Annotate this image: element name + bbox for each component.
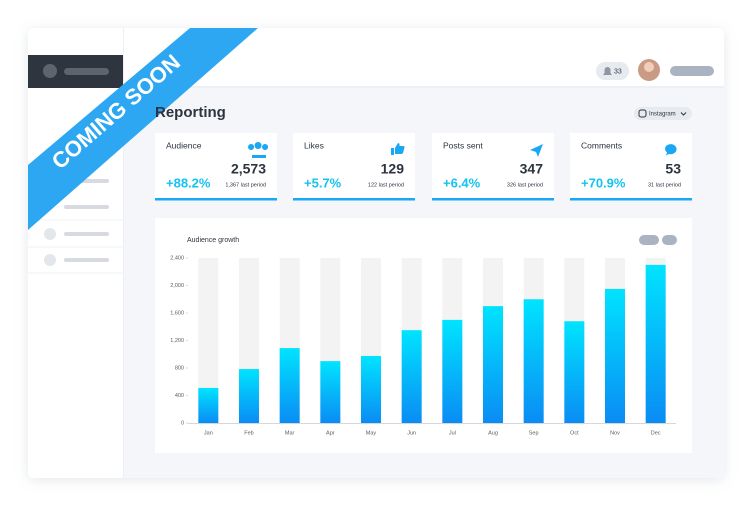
bar-track [198,258,219,423]
bar [361,355,381,423]
sidebar-items [28,179,123,274]
card-accent [570,198,692,201]
y-tick-label: 400 [175,393,184,399]
platform-select[interactable] [634,107,692,120]
card-value: 2,573 [231,161,266,177]
card-label: Posts sent [443,140,483,150]
instagram-icon [638,109,647,118]
bar [401,330,422,423]
card-previous: 122 last period [368,182,404,188]
card-change: +88.2% [166,175,211,190]
bar [239,369,259,423]
card-value: 53 [665,161,681,177]
x-tick-label: Oct [570,430,579,436]
x-tick-label: Aug [488,430,498,436]
card-accent [155,198,277,201]
card-previous: 1,367 last period [225,182,266,188]
bar [564,321,585,423]
card-label: Audience [166,140,202,150]
bell-icon [603,67,612,75]
stat-card [432,133,554,200]
card-icon [391,143,405,155]
chart-title: Audience growth [187,237,239,244]
card-accent [432,198,554,201]
x-tick-label: May [366,430,377,436]
x-tick-label: Jun [407,430,416,436]
notification-pill[interactable] [596,62,629,80]
chevron [680,112,687,116]
page-title: Reporting [155,104,226,121]
header-border [123,86,724,88]
y-tick-label: 1,200 [170,338,184,344]
card-change: +6.4% [443,175,481,190]
x-tick-label: Jan [204,430,213,436]
card-change: +5.7% [304,175,342,190]
card-icon [248,142,269,158]
x-tick-label: Apr [326,430,335,436]
chart-toggle[interactable] [662,235,677,245]
x-tick-label: Jul [449,430,456,436]
y-tick-label: 2,000 [170,283,184,289]
stat-card [570,133,692,200]
bar [442,319,463,423]
card-label: Comments [581,140,622,150]
card-previous: 326 last period [507,182,543,188]
x-tick-label: Feb [244,430,253,436]
notification-count: 33 [614,68,622,75]
stat-card [293,133,415,200]
y-tick-label: 800 [175,365,184,371]
x-tick-label: Dec [651,430,661,436]
card-value: 347 [520,161,544,177]
bar [645,264,666,423]
user-name [670,66,714,76]
y-tick-label: 1,600 [170,310,184,316]
bar [198,387,219,423]
card-label: Likes [304,140,324,150]
card-change: +70.9% [581,175,626,190]
chart-toggle[interactable] [639,235,659,245]
card-value: 129 [381,161,405,177]
bar [320,361,341,423]
card-accent [293,198,415,201]
card-previous: 31 last period [648,182,681,188]
x-tick-label: Nov [610,430,620,436]
y-tick-label: 0 [181,420,184,426]
platform-label: Instagram [649,112,676,118]
ribbon [28,28,258,230]
logo-text [64,68,109,75]
x-tick-label: Mar [285,430,295,436]
card-icon [664,144,677,156]
bar [523,299,544,423]
logo [43,64,57,78]
x-tick-label: Sep [529,430,539,436]
bar [279,348,300,423]
bar [605,288,625,423]
avatar-face [644,62,654,72]
card-icon [530,144,543,157]
bar [483,306,503,423]
sidebar-border [123,28,124,478]
y-tick-label: 2,400 [170,255,184,261]
